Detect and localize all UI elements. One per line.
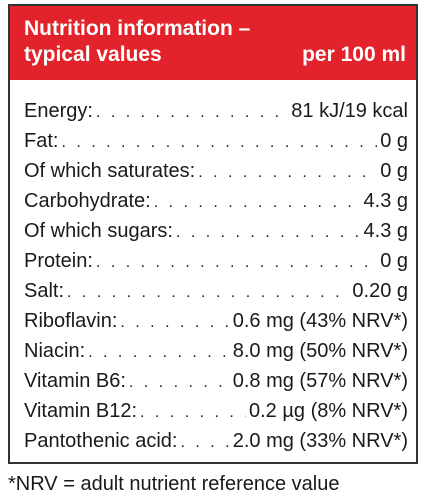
row-value: 0 g [380,250,408,272]
nutrition-panel: Nutrition information – typical values p… [8,4,418,464]
leader-dots [176,218,361,248]
row-label: Riboflavin: [24,310,118,332]
row-value: 4.3 g [363,220,408,242]
row-carbohydrate: Carbohydrate: 4.3 g [24,186,408,216]
row-value: 0.8 mg (57% NRV*) [232,370,408,392]
leader-dots [88,338,230,368]
row-label: Pantothenic acid: [24,430,178,452]
row-label: Salt: [24,280,65,302]
row-label: Vitamin B12: [24,400,138,422]
row-label: Carbohydrate: [24,190,151,212]
row-label: Niacin: [24,340,86,362]
row-value: 2.0 mg (33% NRV*) [232,430,408,452]
leader-dots [198,158,377,188]
panel-header: Nutrition information – typical values p… [10,6,416,80]
row-label: Of which saturates: [24,160,196,182]
header-per-label: per 100 ml [302,43,406,66]
row-label: Energy: [24,100,93,122]
row-value: 4.3 g [363,190,408,212]
leader-dots [96,248,377,278]
row-label: Of which sugars: [24,220,173,242]
row-energy: Energy: 81 kJ/19 kcal [24,96,408,126]
row-fat: Fat: 0 g [24,126,408,156]
leader-dots [67,278,349,308]
row-value: 8.0 mg (50% NRV*) [232,340,408,362]
row-vitamin-b6: Vitamin B6: 0.8 mg (57% NRV*) [24,366,408,396]
row-label: Vitamin B6: [24,370,126,392]
nrv-footnote: *NRV = adult nutrient reference value [8,473,340,495]
row-saturates: Of which saturates: 0 g [24,156,408,186]
row-label: Fat: [24,130,59,152]
row-sugars: Of which sugars: 4.3 g [24,216,408,246]
leader-dots [154,188,361,218]
row-value: 0.20 g [352,280,408,302]
row-protein: Protein: 0 g [24,246,408,276]
row-value: 0 g [380,130,408,152]
row-pantothenic-acid: Pantothenic acid: 2.0 mg (33% NRV*) [24,426,408,456]
row-value: 0.2 µg (8% NRV*) [249,400,408,422]
row-vitamin-b12: Vitamin B12: 0.2 µg (8% NRV*) [24,396,408,426]
leader-dots [129,368,230,398]
header-title-line2: typical values [24,43,162,66]
nutrition-rows: Energy: 81 kJ/19 kcal Fat: 0 g Of which … [10,80,416,456]
row-label: Protein: [24,250,93,272]
row-salt: Salt: 0.20 g [24,276,408,306]
leader-dots [61,128,377,158]
leader-dots [96,98,288,128]
leader-dots [140,398,246,428]
row-value: 81 kJ/19 kcal [291,100,408,122]
header-title-line1: Nutrition information – [24,17,251,40]
leader-dots [120,308,229,338]
row-niacin: Niacin: 8.0 mg (50% NRV*) [24,336,408,366]
row-value: 0.6 mg (43% NRV*) [232,310,408,332]
row-riboflavin: Riboflavin: 0.6 mg (43% NRV*) [24,306,408,336]
leader-dots [180,428,229,458]
row-value: 0 g [380,160,408,182]
